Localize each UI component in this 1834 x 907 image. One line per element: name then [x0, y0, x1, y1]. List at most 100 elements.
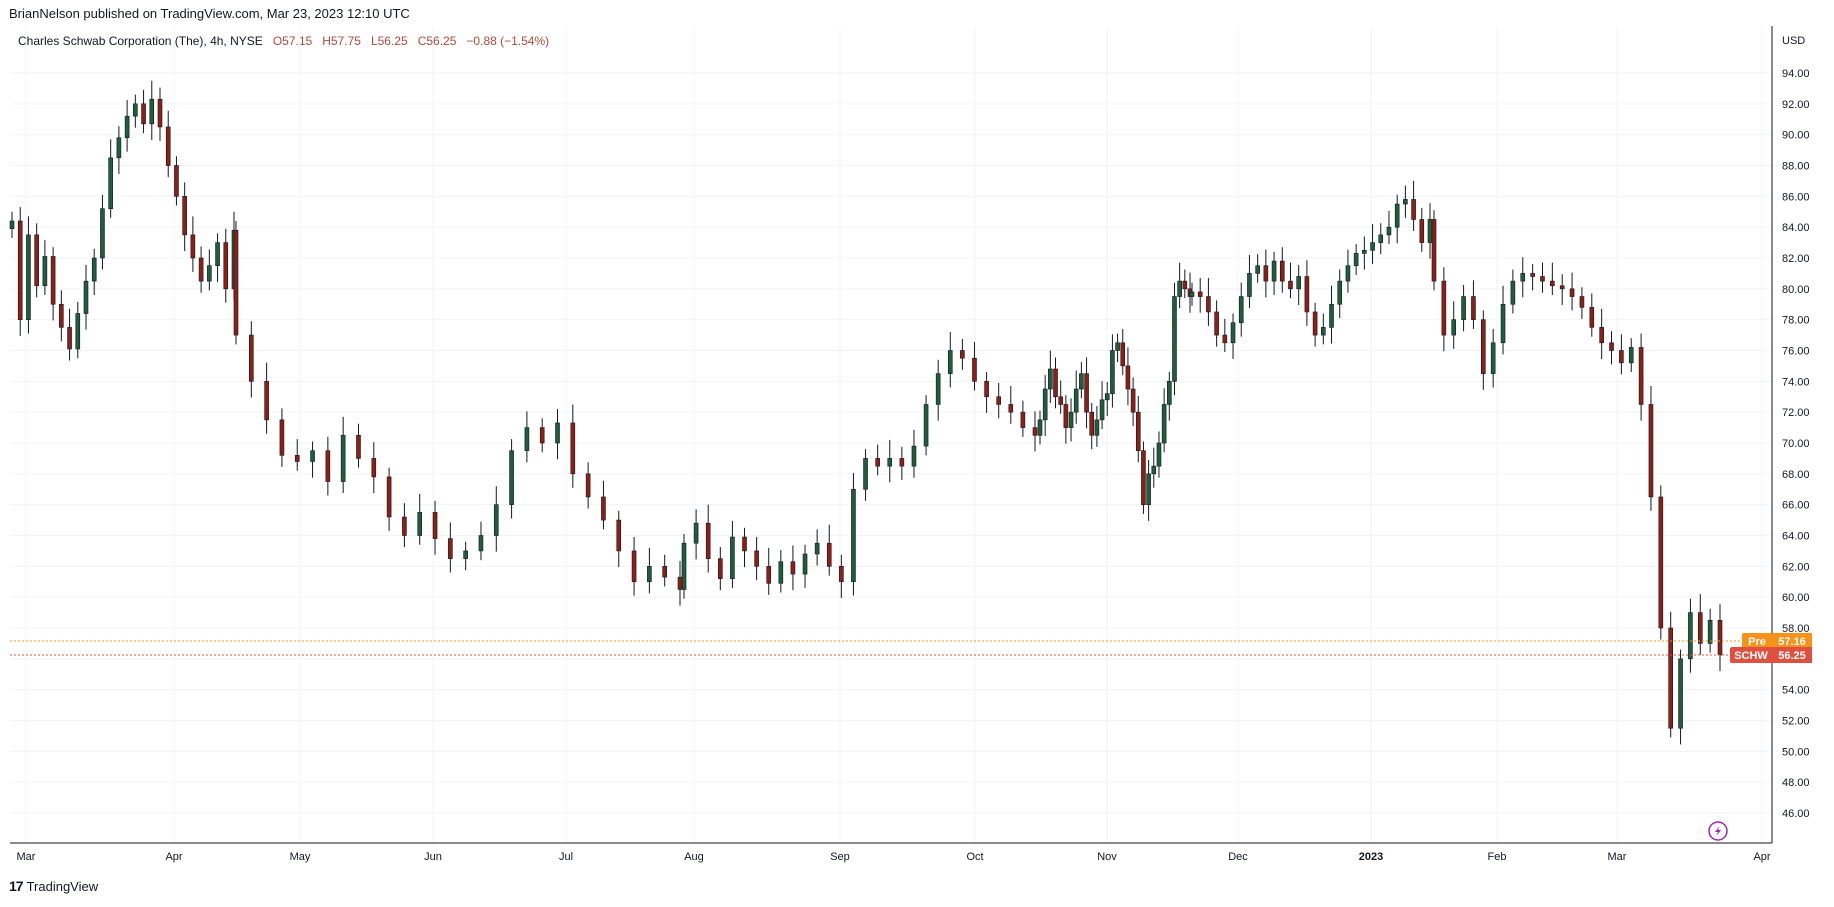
candle-body	[1058, 396, 1063, 405]
candle-body	[1419, 219, 1425, 243]
candle-body	[42, 256, 48, 287]
candle-body	[1599, 327, 1604, 344]
candle-body	[1161, 404, 1167, 444]
candle-body	[1099, 399, 1105, 421]
candle-body	[75, 313, 81, 350]
candle-body	[371, 458, 377, 478]
price-tick-label: 60.00	[1782, 592, 1810, 604]
candle-body	[91, 257, 97, 282]
candle-body	[1490, 342, 1496, 374]
candle-body	[325, 450, 331, 482]
candle-body	[509, 450, 514, 505]
candle-body	[1451, 319, 1457, 336]
candle-body	[1063, 404, 1069, 428]
time-tick-label: Apr	[165, 851, 182, 863]
price-tick-label: 76.00	[1782, 345, 1810, 357]
candle-body	[839, 566, 844, 583]
time-axis[interactable]: Mar Apr May Jun Jul Aug Sep Oct Nov Dec 2023 Feb Mar…	[17, 851, 1771, 863]
candle-body	[1079, 373, 1084, 390]
candle-body	[778, 561, 784, 584]
time-tick-label: Dec	[1228, 851, 1248, 863]
candle-body	[310, 450, 315, 462]
candle-body	[1042, 388, 1048, 421]
candle-body	[149, 98, 155, 125]
candle-body	[264, 381, 269, 421]
candle-body	[718, 558, 723, 579]
time-tick-label: Aug	[684, 851, 704, 863]
price-tick-label: 88.00	[1782, 160, 1810, 172]
candle-body	[1141, 450, 1146, 505]
candle-body	[1559, 285, 1565, 290]
candle-body	[215, 242, 220, 267]
price-tick-label: 74.00	[1782, 376, 1810, 388]
candle-body	[108, 157, 113, 209]
candle-body	[1094, 419, 1100, 436]
candle-body	[1638, 347, 1644, 405]
candle-body	[1197, 291, 1203, 297]
candle-body	[124, 115, 130, 139]
brand-name: TradingView	[26, 878, 99, 894]
candle-body	[448, 538, 453, 559]
price-tick-label: 58.00	[1782, 623, 1810, 635]
price-tick-label: 46.00	[1782, 808, 1810, 820]
chart-grid	[10, 26, 1772, 843]
candle-body	[1172, 296, 1177, 382]
candle-body	[1678, 658, 1683, 729]
candle-body	[165, 126, 171, 166]
candle-body	[1510, 280, 1516, 305]
candle-body	[923, 404, 929, 447]
candle-body	[100, 208, 105, 259]
candle-body	[1206, 296, 1211, 313]
candle-body	[1403, 199, 1408, 205]
candle-body	[802, 553, 808, 575]
candle-body	[1362, 249, 1367, 254]
candle-body	[1110, 350, 1115, 394]
currency-label: USD	[1782, 35, 1805, 47]
candle-body	[1312, 311, 1318, 336]
lightning-icon[interactable]	[1708, 821, 1728, 841]
candle-body	[1589, 307, 1595, 328]
time-tick-label: Feb	[1488, 851, 1507, 863]
price-tick-label: 92.00	[1782, 99, 1810, 111]
candle-body	[814, 542, 820, 555]
candle-body	[59, 303, 64, 328]
time-tick-label: Mar	[1608, 851, 1627, 863]
candle-body	[1628, 347, 1634, 364]
time-tick-label: 2023	[1359, 851, 1383, 863]
candle-body	[1120, 342, 1126, 367]
candle-body	[766, 566, 772, 584]
price-tag-bg	[1772, 646, 1812, 663]
candle-body	[1020, 411, 1026, 428]
candle-body	[1189, 291, 1195, 297]
candle-body	[417, 512, 423, 536]
price-tick-label: 54.00	[1782, 685, 1810, 697]
candle-body	[1271, 260, 1277, 282]
price-tick-label: 84.00	[1782, 222, 1810, 234]
candle-body	[947, 350, 953, 374]
price-tick-label: 68.00	[1782, 469, 1810, 481]
candle-body	[182, 196, 187, 236]
candle-body	[1411, 199, 1416, 220]
candle-body	[1540, 276, 1545, 282]
candle-body	[790, 561, 796, 575]
candle-body	[1008, 404, 1014, 413]
candle-body	[1167, 381, 1172, 405]
high-value: H57.75	[322, 34, 361, 48]
price-axis[interactable]: 46.0048.0050.0052.0054.0056.0058.0060.00…	[1782, 68, 1810, 820]
price-tick-label: 82.00	[1782, 253, 1810, 265]
price-line-label-bg	[1742, 632, 1772, 649]
candle-body	[1177, 280, 1182, 297]
candle-body	[1394, 203, 1400, 228]
candle-body	[233, 229, 239, 336]
candle-body	[1500, 303, 1506, 344]
candle-body	[463, 550, 468, 559]
candle-body	[34, 234, 39, 287]
candle-body	[207, 265, 212, 282]
candle-body	[1032, 427, 1038, 436]
candle-body	[174, 165, 179, 197]
price-tick-label: 50.00	[1782, 746, 1810, 758]
candle-body	[972, 357, 977, 382]
candle-body	[754, 550, 759, 567]
candle-body	[1345, 265, 1351, 282]
